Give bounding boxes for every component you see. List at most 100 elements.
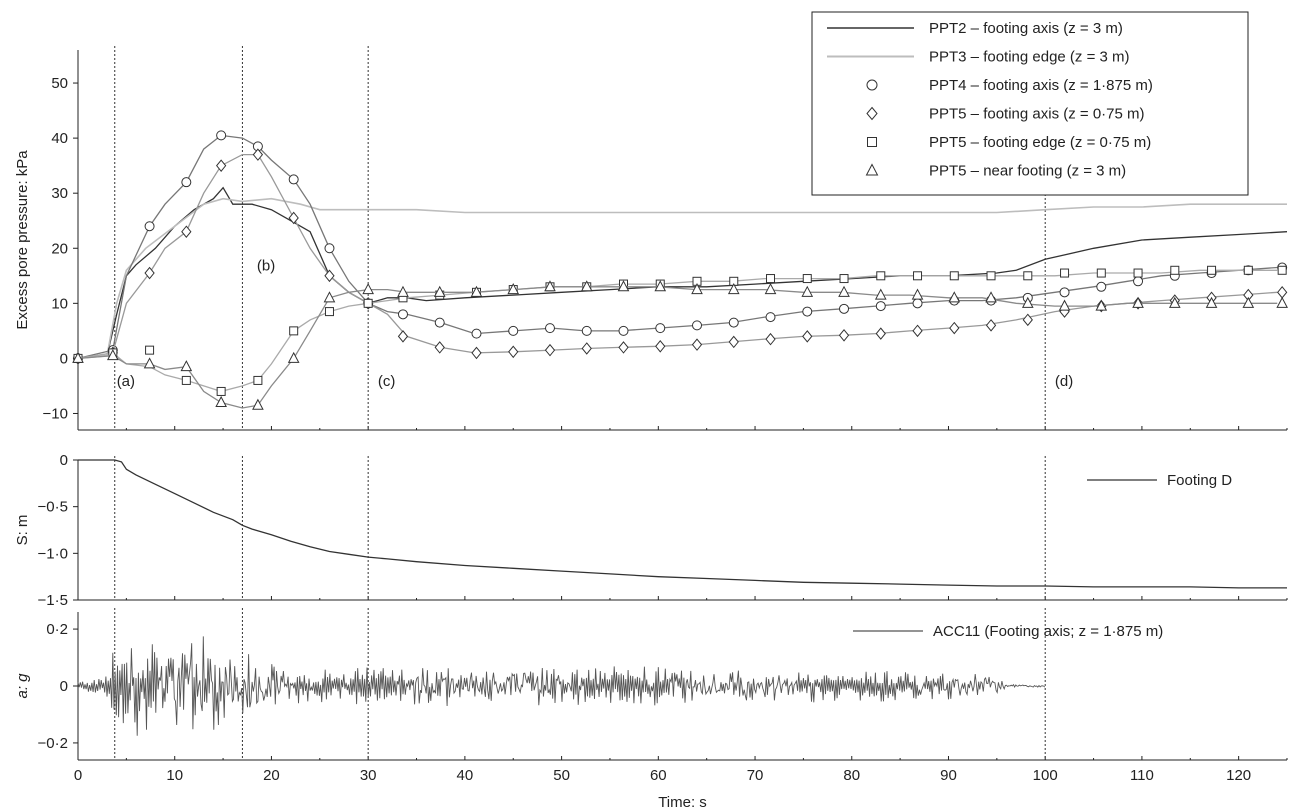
data-point-diamond <box>1022 313 1033 327</box>
middle-y-axis-label: S: m <box>14 515 31 546</box>
legend-entry: Footing D <box>1167 472 1232 489</box>
data-point-triangle <box>1058 299 1071 311</box>
y-tick-label: 50 <box>51 75 68 92</box>
data-point-diamond <box>434 341 445 354</box>
data-point-square <box>1277 265 1287 275</box>
legend-entry: PPT4 – footing axis (z = 1·875 m) <box>929 77 1153 94</box>
data-point-circle <box>802 306 813 317</box>
y-tick-label: 30 <box>51 185 68 202</box>
bottom-panel: 0·2 0 −0·2 a: g 0 10 20 30 40 50 60 70 80 90 100 110 120… <box>14 608 1288 811</box>
y-tick-label: 40 <box>51 130 68 147</box>
data-point-circle <box>508 325 519 336</box>
x-tick-label: 10 <box>166 767 183 784</box>
data-point-square <box>876 271 886 281</box>
data-point-triangle <box>617 280 630 292</box>
data-point-diamond <box>655 340 666 353</box>
series-line-0-3 <box>77 153 1278 360</box>
data-point-triangle <box>727 282 740 295</box>
data-point-square <box>181 375 191 385</box>
data-point-triangle <box>691 282 703 295</box>
data-point-triangle <box>180 360 193 372</box>
y-tick-label: −0·2 <box>38 735 68 752</box>
data-point-circle <box>875 301 886 312</box>
data-point-diamond <box>765 332 776 346</box>
data-point-diamond <box>581 342 592 355</box>
phase-annotation: (a) <box>117 373 135 390</box>
data-point-square <box>1060 268 1070 278</box>
data-point-triangle <box>1242 296 1255 308</box>
data-point-triangle <box>1168 296 1181 308</box>
y-tick-label: 10 <box>51 295 68 312</box>
data-point-circle <box>765 312 776 323</box>
y-tick-label: 0 <box>60 452 68 469</box>
legend-marker-diamond <box>866 106 878 121</box>
data-point-diamond <box>875 327 886 340</box>
data-point-circle <box>1059 287 1070 298</box>
data-point-triangle <box>323 291 336 303</box>
data-point-triangle <box>106 349 119 361</box>
x-tick-label: 120 <box>1226 767 1251 784</box>
x-tick-label: 30 <box>360 767 377 784</box>
data-point-square <box>324 307 334 317</box>
phase-annotation: (c) <box>378 373 396 390</box>
data-point-diamond <box>324 269 335 283</box>
data-point-square <box>1023 271 1033 281</box>
data-point-square <box>289 326 299 336</box>
data-point-diamond <box>728 335 739 349</box>
data-point-triangle <box>433 285 446 297</box>
data-point-circle <box>728 317 739 328</box>
data-point-circle <box>655 323 666 334</box>
x-tick-label: 100 <box>1033 767 1058 784</box>
x-tick-label: 50 <box>553 767 570 784</box>
y-tick-label: 0·2 <box>46 621 68 638</box>
legend-box <box>811 11 1249 196</box>
data-point-square <box>949 271 959 281</box>
data-point-diamond <box>985 319 997 332</box>
data-point-diamond <box>144 266 155 280</box>
series-line-1-0 <box>78 459 1287 589</box>
data-point-triangle <box>215 395 227 407</box>
data-point-square <box>145 345 155 355</box>
data-point-circle <box>216 130 227 141</box>
data-point-square <box>913 271 923 281</box>
phase-annotation: (b) <box>257 257 275 274</box>
data-point-triangle <box>874 288 887 300</box>
data-point-circle <box>144 221 155 232</box>
legend-entry: PPT5 – footing axis (z = 0·75 m) <box>929 106 1145 123</box>
top-panel: 50 40 30 20 10 0 −10 Excess pore pressure: kPa (… <box>14 11 1288 431</box>
x-tick-label: 40 <box>457 767 474 784</box>
y-tick-label: 0 <box>60 350 68 367</box>
data-point-triangle <box>470 285 483 297</box>
data-point-square <box>766 274 776 284</box>
x-tick-label: 60 <box>650 767 667 784</box>
data-point-circle <box>181 177 192 188</box>
data-point-triangle <box>287 351 300 363</box>
data-point-square <box>1207 265 1217 275</box>
data-point-square <box>1170 265 1180 275</box>
legend-entry: PPT2 – footing axis (z = 3 m) <box>929 20 1123 37</box>
data-point-triangle <box>1276 296 1288 308</box>
data-point-square <box>839 274 849 284</box>
legend-entry: PPT3 – footing edge (z = 3 m) <box>929 49 1130 66</box>
data-point-diamond <box>691 338 703 351</box>
data-point-square <box>802 274 812 284</box>
data-point-square <box>253 375 263 385</box>
y-tick-label: −10 <box>43 405 68 422</box>
data-point-circle <box>581 325 592 336</box>
data-point-triangle <box>362 282 374 295</box>
data-point-diamond <box>544 343 556 357</box>
middle-panel: 0 −0·5 −1·0 −1·5 S: m Footing D <box>14 452 1288 609</box>
data-point-circle <box>1133 276 1144 287</box>
data-point-triangle <box>654 280 667 292</box>
data-point-triangle <box>1021 296 1034 308</box>
data-point-square <box>1243 265 1253 275</box>
data-point-triangle <box>72 351 84 363</box>
data-point-circle <box>544 323 555 334</box>
data-point-diamond <box>802 330 813 343</box>
x-tick-label: 20 <box>263 767 280 784</box>
data-point-triangle <box>397 285 409 297</box>
bottom-y-axis-label: a: g <box>14 673 31 699</box>
series-line-0-1 <box>77 197 1287 360</box>
data-point-diamond <box>618 341 629 354</box>
